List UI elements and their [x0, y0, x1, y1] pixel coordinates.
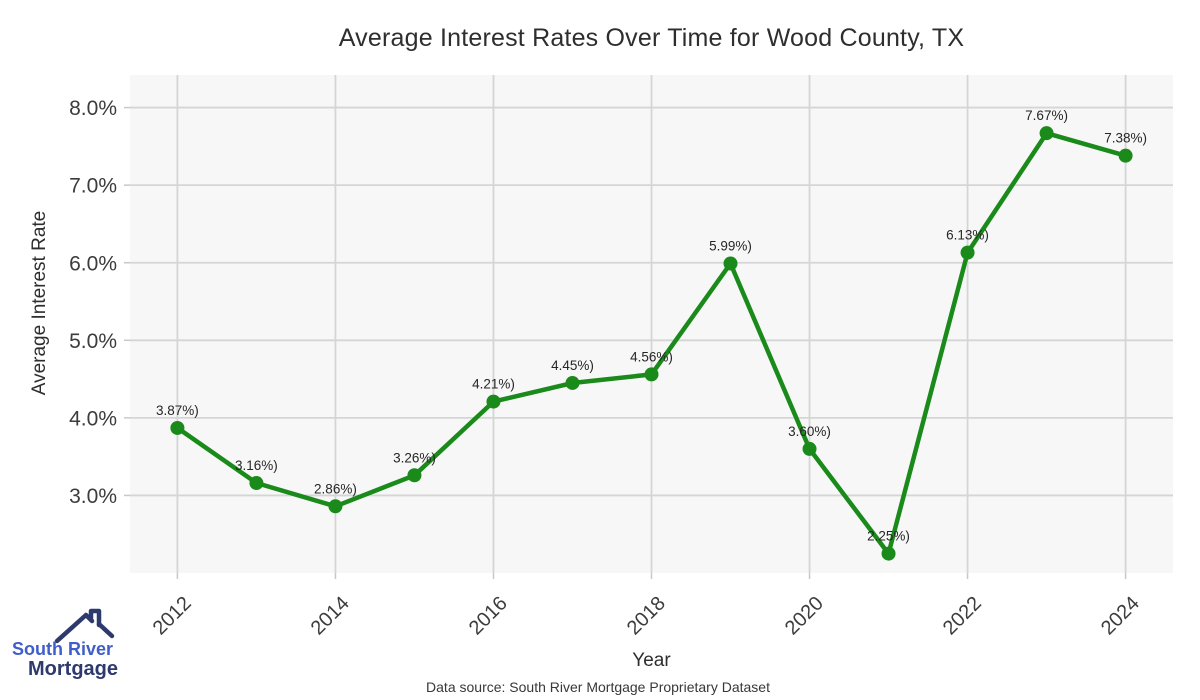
- data-point: [486, 394, 501, 409]
- svg-text:5.0%: 5.0%: [69, 330, 117, 353]
- svg-text:3.26%): 3.26%): [393, 450, 436, 465]
- house-roof-icon: [54, 608, 115, 644]
- svg-text:4.45%): 4.45%): [551, 358, 594, 373]
- data-point: [960, 245, 975, 260]
- data-point: [644, 367, 659, 382]
- svg-text:4.21%): 4.21%): [472, 377, 515, 392]
- series-markers: [170, 126, 1133, 561]
- svg-text:2024: 2024: [1097, 592, 1144, 639]
- svg-text:7.67%): 7.67%): [1025, 108, 1068, 123]
- x-tick-labels: 2012 2014 2016 2018 2020 2022 2024: [149, 592, 1144, 639]
- x-axis-title: Year: [632, 650, 671, 671]
- svg-text:2016: 2016: [465, 592, 512, 639]
- svg-text:2018: 2018: [623, 592, 670, 639]
- data-point: [249, 476, 264, 491]
- svg-text:2022: 2022: [939, 592, 986, 639]
- svg-text:7.38%): 7.38%): [1104, 131, 1147, 146]
- svg-text:6.0%: 6.0%: [69, 252, 117, 275]
- svg-text:2.25%): 2.25%): [867, 529, 910, 544]
- svg-text:3.60%): 3.60%): [788, 424, 831, 439]
- svg-text:2020: 2020: [781, 592, 828, 639]
- logo-text-line1: South River: [12, 639, 114, 659]
- point-labels: 3.87%) 3.16%) 2.86%) 3.26%) 4.21%) 4.45%) 4.56…: [156, 108, 1147, 543]
- svg-text:2012: 2012: [149, 592, 196, 639]
- tick-marks: [124, 106, 1127, 579]
- data-source-caption: Data source: South River Mortgage Propri…: [426, 679, 770, 695]
- svg-text:2014: 2014: [307, 592, 354, 639]
- logo-text-line2: Mortgage: [28, 657, 118, 680]
- svg-text:2.86%): 2.86%): [314, 481, 357, 496]
- svg-text:3.87%): 3.87%): [156, 403, 199, 418]
- svg-text:3.16%): 3.16%): [235, 458, 278, 473]
- data-point: [723, 256, 738, 271]
- svg-text:4.56%): 4.56%): [630, 349, 673, 364]
- gridlines: [130, 75, 1173, 573]
- data-point: [328, 499, 343, 514]
- svg-text:7.0%: 7.0%: [69, 175, 117, 198]
- data-point: [881, 546, 896, 561]
- chart-title: Average Interest Rates Over Time for Woo…: [338, 24, 965, 52]
- south-river-mortgage-logo: South River Mortgage: [12, 608, 142, 680]
- svg-text:6.13%): 6.13%): [946, 228, 989, 243]
- data-point: [170, 420, 185, 435]
- data-point: [1118, 148, 1133, 163]
- svg-text:4.0%: 4.0%: [69, 407, 117, 430]
- data-point: [407, 468, 422, 483]
- data-point: [802, 441, 817, 456]
- svg-text:3.0%: 3.0%: [69, 485, 117, 508]
- data-point: [1039, 126, 1054, 141]
- svg-text:5.99%): 5.99%): [709, 238, 752, 253]
- y-tick-labels: 3.0% 4.0% 5.0% 6.0% 7.0% 8.0%: [69, 97, 117, 508]
- data-point: [565, 375, 580, 390]
- svg-text:8.0%: 8.0%: [69, 97, 117, 120]
